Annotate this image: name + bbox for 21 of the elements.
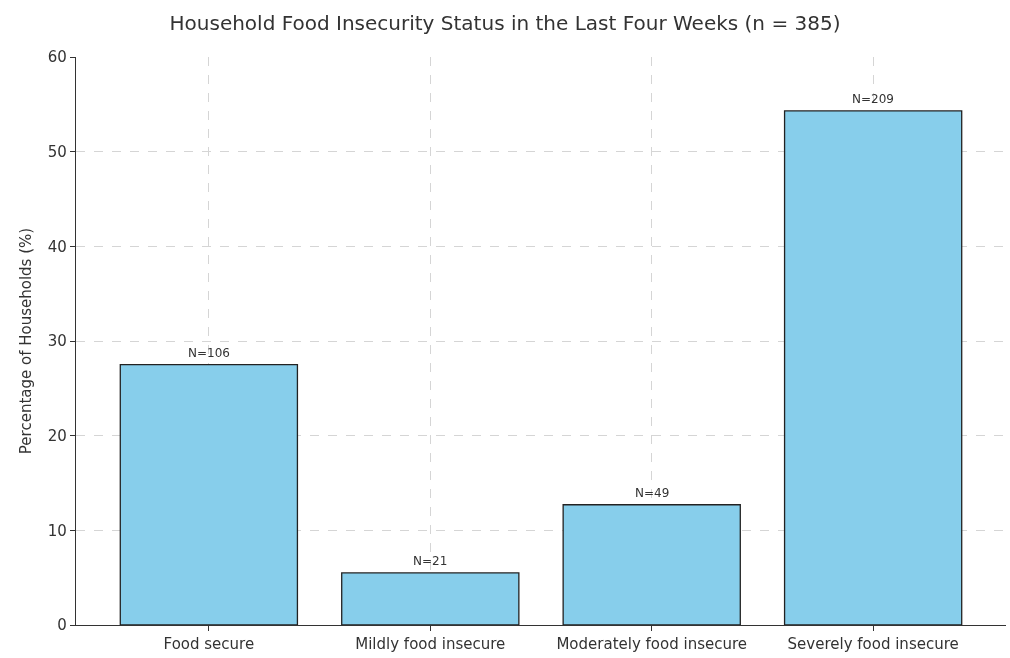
x-tick-label: Moderately food insecure [556,635,748,654]
bar [341,572,520,625]
y-tick-label: 30 [47,332,67,351]
y-tick-label: 20 [47,426,67,445]
annotation: N=21 [413,554,448,568]
y-tick-label: 10 [47,521,67,540]
chart-title: Household Food Insecurity Status in the Last Four Weeks (n = 385) [169,11,841,36]
y-tick-label: 0 [57,616,67,635]
x-tick-label: Severely food insecure [787,635,959,654]
bar [119,364,299,625]
y-tick-label: 50 [47,142,67,161]
x-tick-label: Food secure [163,635,255,654]
x-tick-label: Mildly food insecure [355,635,506,654]
annotation: N=209 [852,92,894,106]
annotation: N=106 [188,346,230,360]
bar [783,110,963,625]
y-tick-label: 60 [47,48,67,67]
y-axis-title: Percentage of Households (%) [17,227,36,455]
y-tick-label: 40 [47,237,67,256]
bar [562,504,741,625]
annotation: N=49 [635,486,670,500]
